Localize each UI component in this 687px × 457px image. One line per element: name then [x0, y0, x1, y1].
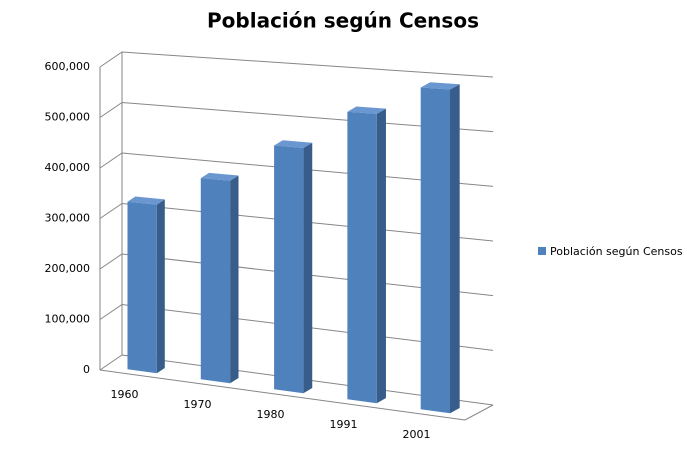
y-tick-label: 100,000 — [45, 313, 91, 326]
bar — [347, 111, 377, 404]
x-tick-label: 1960 — [111, 388, 139, 401]
bar — [200, 178, 231, 384]
bar-top — [274, 140, 313, 148]
x-tick-label: 1991 — [330, 418, 358, 431]
bar-top — [347, 106, 386, 114]
y-tick-label: 500,000 — [45, 111, 91, 124]
bar-side — [230, 175, 239, 384]
bar — [127, 201, 157, 374]
bar-top — [200, 172, 239, 181]
y-tick-label: 0 — [83, 363, 90, 376]
bar-top — [420, 82, 460, 90]
bar-side — [156, 199, 165, 374]
legend-swatch — [538, 247, 546, 255]
bar-top — [127, 196, 165, 205]
y-tick-label: 600,000 — [45, 60, 91, 73]
bar — [274, 145, 304, 394]
floor-edge — [99, 369, 494, 421]
y-tick-label: 200,000 — [45, 262, 91, 275]
y-tick-label: 300,000 — [45, 212, 91, 225]
y-tick-label: 400,000 — [45, 161, 91, 174]
bar-side — [303, 142, 313, 394]
bar-side — [450, 84, 460, 414]
x-tick-label: 2001 — [403, 428, 431, 441]
x-tick-label: 1970 — [184, 398, 212, 411]
x-tick-label: 1980 — [257, 408, 285, 421]
grid-line — [99, 51, 494, 78]
chart-title: Población según Censos — [207, 9, 479, 33]
legend-label: Población según Censos — [550, 245, 683, 258]
bar — [420, 87, 451, 414]
bar-side — [376, 108, 386, 404]
